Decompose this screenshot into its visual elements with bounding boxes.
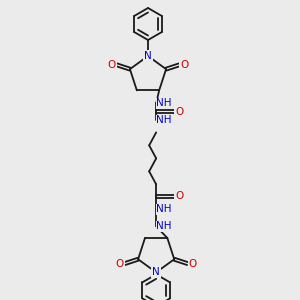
Text: O: O	[175, 107, 183, 117]
Text: O: O	[180, 60, 188, 70]
Text: NH: NH	[156, 204, 172, 214]
Text: NH: NH	[156, 116, 172, 125]
Text: N: N	[144, 51, 152, 61]
Text: O: O	[116, 259, 124, 269]
Text: O: O	[188, 259, 197, 269]
Text: O: O	[175, 191, 183, 201]
Text: N: N	[152, 267, 160, 278]
Text: NH: NH	[156, 221, 172, 231]
Text: O: O	[107, 60, 116, 70]
Text: NH: NH	[156, 98, 172, 108]
